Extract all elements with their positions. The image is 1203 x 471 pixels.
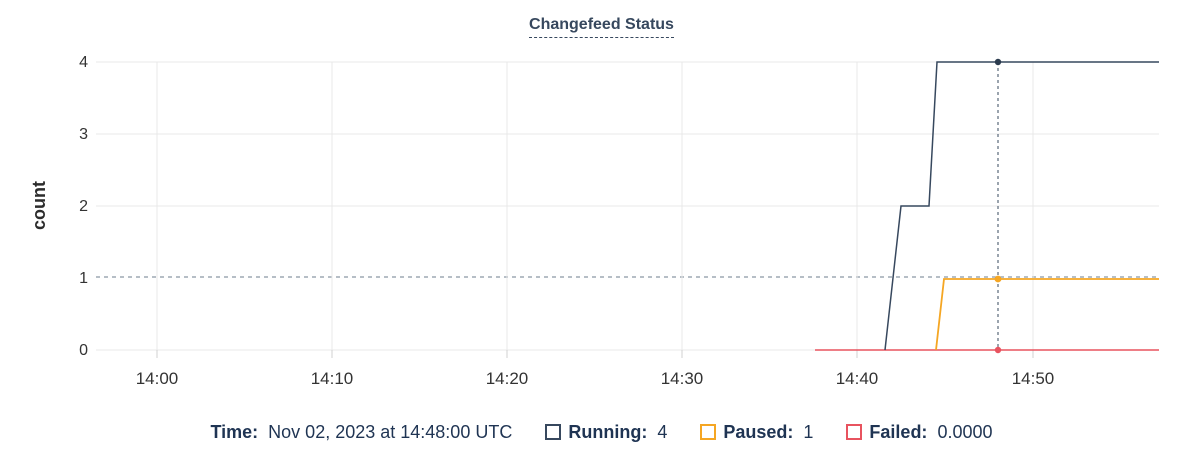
svg-text:14:10: 14:10 [311, 369, 354, 388]
svg-text:14:20: 14:20 [486, 369, 529, 388]
svg-text:1: 1 [79, 270, 88, 287]
svg-text:14:50: 14:50 [1012, 369, 1055, 388]
svg-text:14:00: 14:00 [136, 369, 179, 388]
svg-text:3: 3 [79, 126, 88, 143]
svg-text:0: 0 [79, 342, 88, 359]
svg-text:4: 4 [79, 54, 88, 71]
svg-text:14:40: 14:40 [836, 369, 879, 388]
svg-text:14:30: 14:30 [661, 369, 704, 388]
svg-text:2: 2 [79, 198, 88, 215]
